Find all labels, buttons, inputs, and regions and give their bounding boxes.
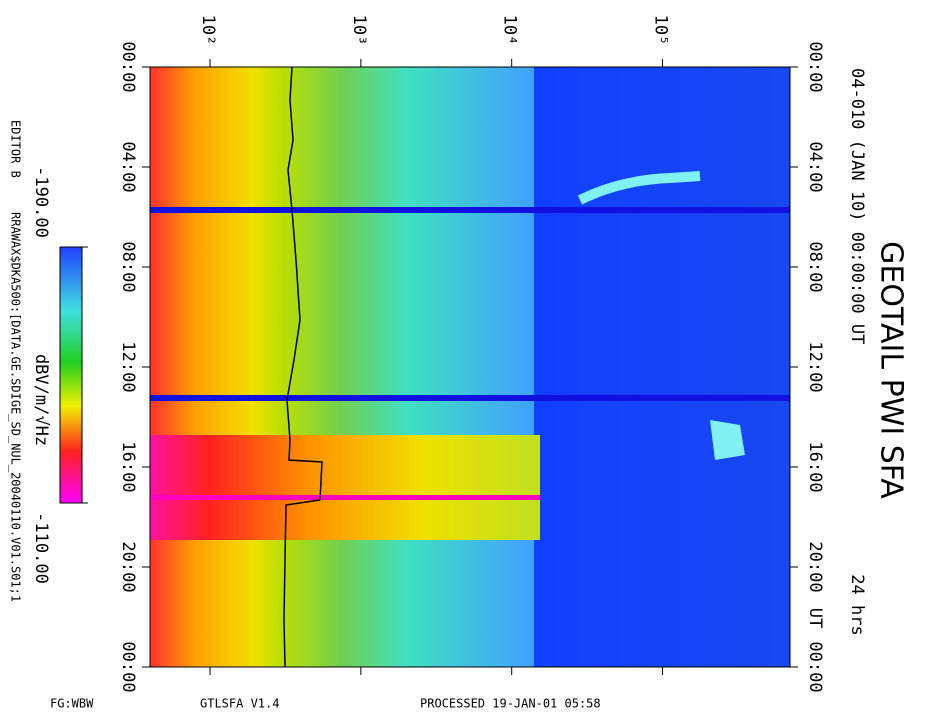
title: GEOTAIL PWI SFA — [874, 241, 909, 499]
y-tick-label: 00:00 — [805, 41, 825, 92]
y-tick-label: 08:00 — [805, 241, 825, 292]
y-tick-label: 04:00 — [118, 141, 138, 192]
y-tick-label: 00:00 — [805, 641, 825, 692]
y-tick-label: 00:00 — [118, 41, 138, 92]
x-tick-label: 10⁴ — [500, 15, 520, 46]
footer-right: PROCESSED 19-JAN-01 05:58 — [420, 697, 601, 711]
spectrogram — [150, 66, 790, 668]
duration: 24 hrs — [847, 574, 867, 635]
footer-left: FG:WBW — [50, 697, 94, 711]
y-tick-label: 16:00 — [118, 441, 138, 492]
colorbar — [59, 246, 83, 504]
y-tick-label: 20:00 — [805, 541, 825, 592]
file: RRAWAX$DKA500:[DATA.GE.SDIGE_SD_NUL_2004… — [9, 212, 23, 602]
y-tick-label: 08:00 — [118, 241, 138, 292]
y-tick-label: 12:00 — [118, 341, 138, 392]
x-tick-label: 10³ — [349, 15, 369, 46]
editor: EDITOR B — [9, 120, 23, 178]
colorbar-tick-label: -110.00 — [31, 512, 51, 584]
subtitle: 04-010 (JAN 10) 00:00:00 UT — [847, 68, 867, 344]
y-tick-label: 04:00 — [805, 141, 825, 192]
x-tick-label: 10⁵ — [651, 15, 671, 46]
colorbar-tick-label: -190.00 — [31, 166, 51, 238]
colorbar-label: dBV/m/√Hz — [31, 354, 51, 446]
y-tick-label: 12:00 — [805, 341, 825, 392]
footer-mid: GTLSFA V1.4 — [200, 697, 279, 711]
y-tick-label: 16:00 — [805, 441, 825, 492]
time-unit: UT — [805, 608, 825, 628]
y-tick-label: 00:00 — [118, 641, 138, 692]
x-tick-label: 10² — [198, 15, 218, 46]
y-tick-label: 20:00 — [118, 541, 138, 592]
